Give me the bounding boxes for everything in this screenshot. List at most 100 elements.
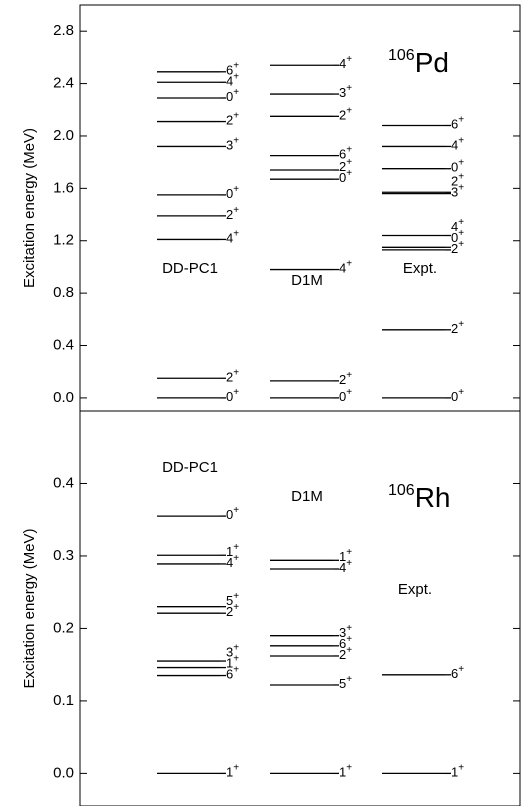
parity: + (346, 157, 352, 168)
spin: 1 (339, 765, 346, 780)
level-label: 2+ (226, 110, 239, 128)
spin: 0 (339, 389, 346, 404)
level-label: 6+ (451, 663, 464, 681)
parity: + (233, 653, 239, 664)
parity: + (233, 135, 239, 146)
parity: + (346, 645, 352, 656)
y-tick-label: 0.4 (53, 336, 74, 353)
parity: + (458, 239, 464, 250)
y-tick-label: 1.6 (53, 179, 74, 196)
level-label: 0+ (339, 168, 352, 186)
column-title: DD-PC1 (162, 459, 218, 476)
spin: 5 (339, 676, 346, 691)
y-tick-label: 0.2 (53, 619, 74, 636)
spin: 2 (226, 207, 233, 222)
level-label: 0+ (226, 87, 239, 105)
parity: + (233, 591, 239, 602)
y-tick-label: 2.8 (53, 22, 74, 39)
spin: 2 (451, 241, 458, 256)
spin: 4 (226, 74, 233, 89)
spin: 6 (339, 636, 346, 651)
parity: + (458, 182, 464, 193)
parity: + (458, 762, 464, 773)
spin: 0 (451, 230, 458, 245)
parity: + (346, 105, 352, 116)
parity: + (233, 664, 239, 675)
level-label: 0+ (339, 387, 352, 405)
parity: + (458, 171, 464, 182)
parity: + (233, 204, 239, 215)
level-label: 3+ (226, 642, 239, 660)
parity: + (233, 367, 239, 378)
parity: + (233, 60, 239, 71)
parity: + (346, 387, 352, 398)
parity: + (233, 387, 239, 398)
level-label: 2+ (451, 318, 464, 336)
spin: 0 (226, 186, 233, 201)
mass-number: 106 (388, 482, 415, 499)
mass-number: 106 (388, 47, 415, 64)
level-label: 1+ (226, 653, 239, 671)
parity: + (233, 184, 239, 195)
spin: 4 (339, 57, 346, 72)
level-label: 0+ (451, 157, 464, 175)
nucleus-label: 106Pd (388, 47, 449, 78)
nucleus-label: 106Rh (388, 482, 451, 513)
panel-frame (79, 4, 521, 412)
spin: 4 (226, 231, 233, 246)
parity: + (458, 157, 464, 168)
level-label: 0+ (226, 505, 239, 523)
spin: 2 (451, 174, 458, 189)
column-title: D1M (291, 272, 323, 289)
spin: 1 (339, 549, 346, 564)
column-title: Expt. (398, 581, 432, 598)
y-tick-label: 2.4 (53, 75, 74, 92)
spin: 3 (451, 185, 458, 200)
spin: 2 (226, 113, 233, 128)
parity: + (233, 505, 239, 516)
spin: 4 (451, 138, 458, 153)
level-label: 3+ (451, 182, 464, 200)
level-label: 4+ (451, 135, 464, 153)
spin: 4 (339, 261, 346, 276)
spin: 0 (451, 389, 458, 404)
spin: 2 (339, 372, 346, 387)
parity: + (233, 542, 239, 553)
spin: 0 (226, 89, 233, 104)
level-label: 4+ (339, 558, 352, 576)
element-symbol: Pd (415, 47, 449, 78)
parity: + (346, 634, 352, 645)
column-title: DD-PC1 (162, 260, 218, 277)
level-label: 1+ (339, 762, 352, 780)
level-label: 4+ (226, 228, 239, 246)
level-label: 4+ (339, 258, 352, 276)
parity: + (233, 228, 239, 239)
level-label: 4+ (339, 54, 352, 72)
level-label: 3+ (226, 135, 239, 153)
level-label: 3+ (339, 623, 352, 641)
parity: + (458, 387, 464, 398)
y-tick-label: 0.4 (53, 474, 74, 491)
parity: + (458, 135, 464, 146)
parity: + (458, 228, 464, 239)
parity: + (458, 318, 464, 329)
spin: 2 (339, 647, 346, 662)
parity: + (346, 762, 352, 773)
spin: 3 (339, 625, 346, 640)
level-label: 5+ (339, 674, 352, 692)
spin: 0 (226, 508, 233, 523)
spin: 6 (226, 63, 233, 78)
parity: + (233, 87, 239, 98)
level-label: 1+ (226, 542, 239, 560)
spin: 6 (226, 667, 233, 682)
level-label: 1+ (339, 547, 352, 565)
spin: 2 (339, 160, 346, 175)
level-label: 5+ (226, 591, 239, 609)
spin: 1 (451, 765, 458, 780)
element-symbol: Rh (415, 482, 451, 513)
parity: + (458, 217, 464, 228)
level-label: 2+ (339, 157, 352, 175)
parity: + (346, 558, 352, 569)
parity: + (346, 54, 352, 65)
y-tick-label: 0.0 (53, 389, 74, 406)
